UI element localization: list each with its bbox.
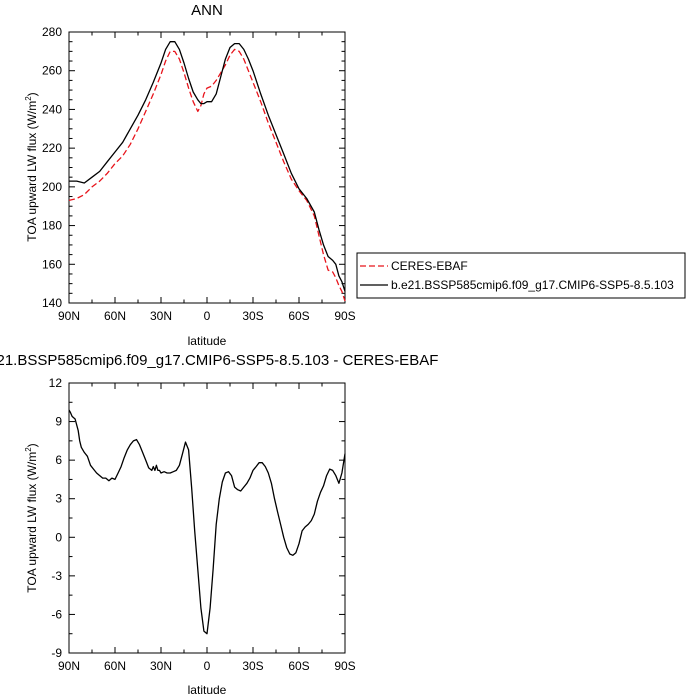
plot-frame-top — [68, 31, 346, 304]
series-line-difference — [68, 409, 346, 635]
x-tick-label: 0 — [204, 309, 211, 323]
chart-title-bottom: b.e21.BSSP585cmip6.f09_g17.CMIP6-SSP5-8.… — [0, 352, 438, 369]
y-tick-label: -6 — [51, 607, 62, 621]
x-tick-label: 90N — [58, 659, 80, 673]
y-tick-label: 180 — [42, 219, 62, 233]
y-tick-labels-bottom: -9 -6 -3 0 3 6 9 12 — [49, 376, 63, 660]
x-tick-labels-bottom: 90N 60N 30N 0 30S 60S 90S — [58, 659, 356, 673]
y-tick-label: 260 — [42, 64, 62, 78]
x-tick-label: 90S — [334, 659, 355, 673]
y-tick-label: 6 — [55, 453, 62, 467]
tick-marks-bottom — [68, 382, 346, 654]
chart-title-top: ANN — [191, 2, 223, 19]
y-tick-label: 140 — [42, 296, 62, 310]
y-tick-labels-top: 140 160 180 200 220 240 260 280 — [42, 25, 62, 310]
x-tick-label: 90S — [334, 309, 355, 323]
legend-box — [356, 252, 686, 299]
x-tick-label: 30S — [242, 659, 263, 673]
y-tick-label: -3 — [51, 569, 62, 583]
y-tick-label: 0 — [55, 530, 62, 544]
y-tick-label: 3 — [55, 492, 62, 506]
y-axis-label-text: TOA upward LW flux (W/m — [25, 452, 39, 593]
x-tick-label: 60S — [288, 659, 309, 673]
y-tick-label: 240 — [42, 102, 62, 116]
y-axis-label-top: TOA upward LW flux (W/m2) — [24, 92, 39, 241]
x-tick-label: 30N — [150, 309, 172, 323]
y-tick-label: -9 — [51, 646, 62, 660]
y-axis-label-close: ) — [25, 92, 39, 96]
x-axis-label-top: latitude — [188, 334, 227, 348]
x-tick-label: 0 — [204, 659, 211, 673]
x-tick-label: 30S — [242, 309, 263, 323]
y-axis-label-superscript: 2 — [24, 96, 33, 101]
x-tick-label: 60S — [288, 309, 309, 323]
plot-frame-bottom — [68, 382, 346, 654]
y-tick-label: 200 — [42, 180, 62, 194]
y-axis-label-text: TOA upward LW flux (W/m — [25, 101, 39, 242]
tick-marks-top — [68, 31, 346, 304]
y-axis-label-bottom: TOA upward LW flux (W/m2) — [24, 443, 39, 592]
y-axis-label-superscript: 2 — [24, 447, 33, 452]
series-line-b-e21-bssp585cmip6-f09-g17-cmip6-ssp5-8-5-103 — [69, 41, 346, 292]
y-tick-label: 220 — [42, 141, 62, 155]
y-axis-label-close: ) — [25, 443, 39, 447]
x-tick-label: 90N — [58, 309, 80, 323]
series-lines-bottom — [68, 409, 346, 635]
legend-label-ceres: CERES-EBAF — [391, 259, 468, 273]
y-tick-label: 280 — [42, 25, 62, 39]
x-tick-label: 60N — [104, 659, 126, 673]
mean-flux-panel: ANN 140 160 180 200 220 240 260 280 90N 60N 30N 0 3… — [24, 2, 356, 348]
legend-label-model: b.e21.BSSP585cmip6.f09_g17.CMIP6-SSP5-8.… — [391, 278, 674, 292]
y-tick-label: 12 — [49, 376, 63, 390]
series-lines-top — [68, 41, 346, 302]
x-axis-label-bottom: latitude — [188, 683, 227, 697]
y-tick-label: 9 — [55, 415, 62, 429]
y-tick-label: 160 — [42, 257, 62, 271]
x-tick-label: 60N — [104, 309, 126, 323]
x-tick-label: 30N — [150, 659, 172, 673]
legend: CERES-EBAF b.e21.BSSP585cmip6.f09_g17.CM… — [356, 252, 686, 299]
series-line-ceres-ebaf — [68, 48, 346, 302]
difference-panel: b.e21.BSSP585cmip6.f09_g17.CMIP6-SSP5-8.… — [0, 352, 438, 697]
x-tick-labels-top: 90N 60N 30N 0 30S 60S 90S — [58, 309, 356, 323]
